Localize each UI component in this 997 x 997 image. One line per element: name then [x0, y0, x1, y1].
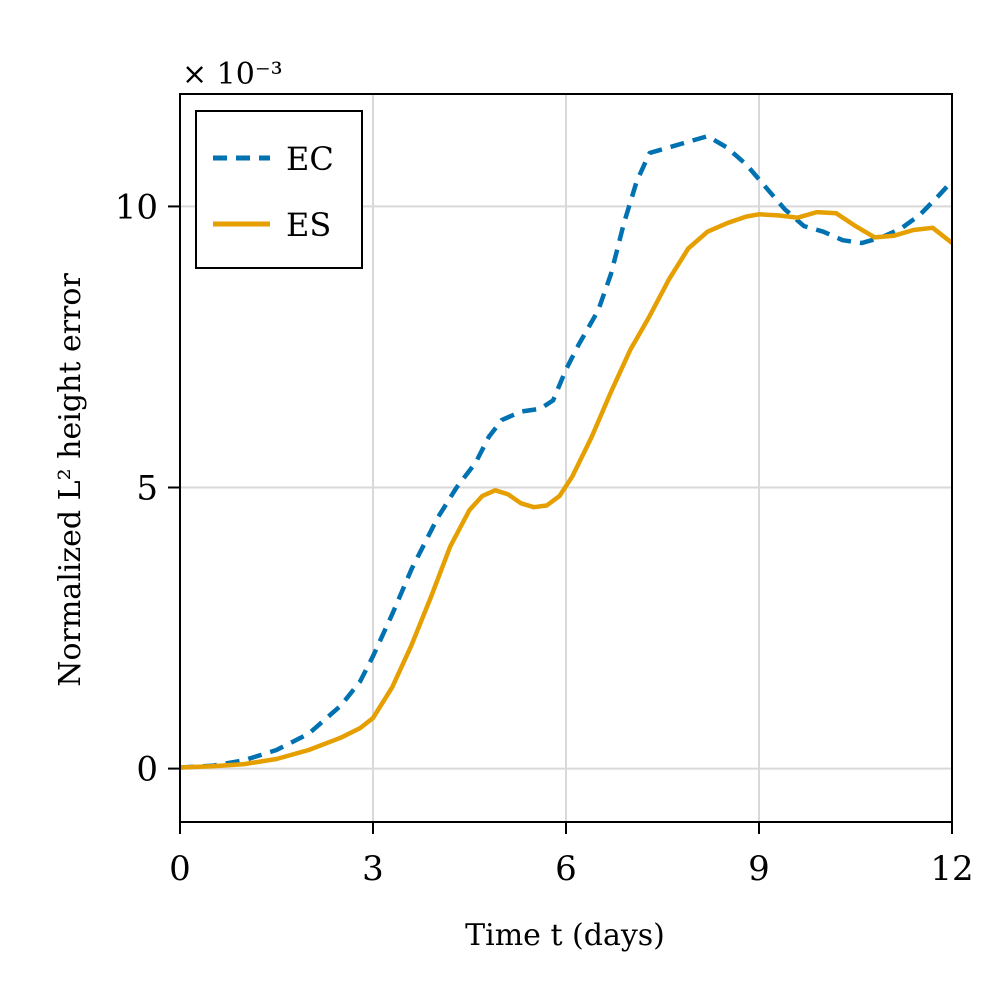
y-tick-label: 10 [115, 187, 158, 227]
y-axis-label: Normalized L² height error [53, 273, 88, 687]
legend: EC ES [195, 110, 363, 269]
axis-ticks: 0 3 6 9 12 0 5 10 [115, 187, 974, 889]
x-tick-label: 3 [362, 849, 384, 889]
x-tick-label: 9 [748, 849, 770, 889]
series-line-es [179, 209, 954, 770]
x-axis-label: Time t (days) [465, 918, 665, 953]
legend-label-es: ES [286, 206, 331, 244]
plot-area [179, 133, 954, 770]
x-tick-label: 0 [169, 849, 191, 889]
y-tick-label: 0 [136, 750, 158, 790]
x-tick-label: 12 [930, 849, 973, 889]
y-tick-label: 5 [136, 469, 158, 509]
y-scale-multiplier: × 10⁻³ [182, 57, 283, 92]
x-tick-label: 6 [555, 849, 577, 889]
legend-box [195, 110, 363, 269]
legend-label-ec: EC [286, 140, 334, 178]
